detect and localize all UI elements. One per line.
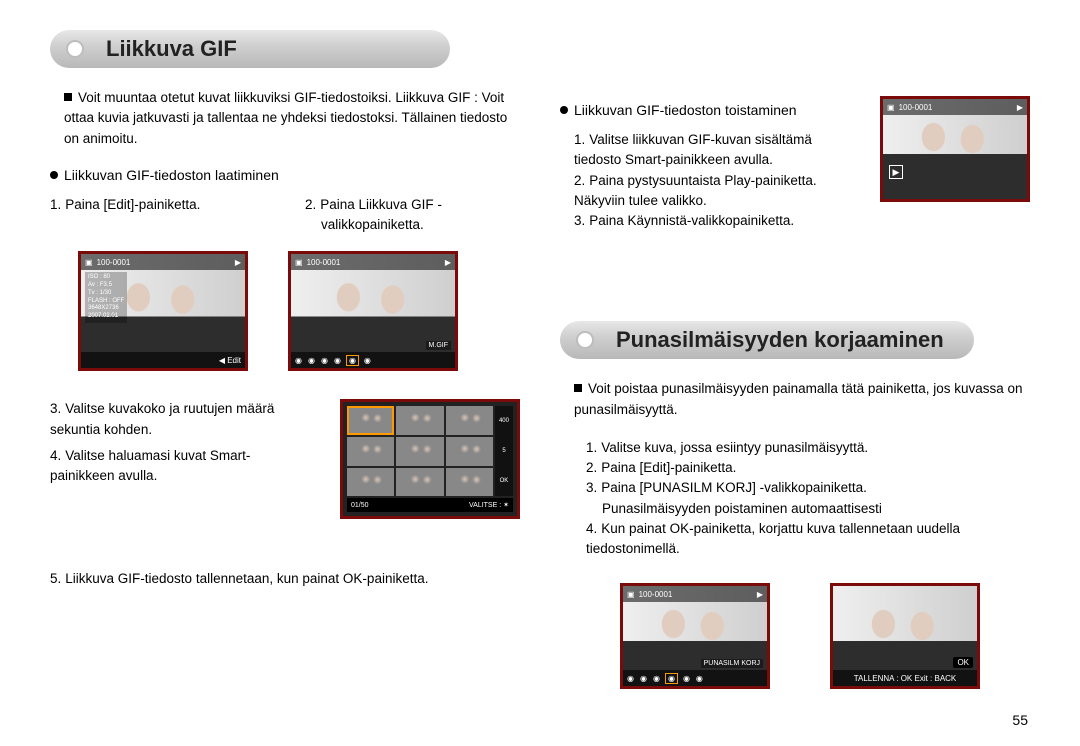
file-label: 100-0001 — [97, 258, 131, 267]
screen-topbar-2: ▣100-0001 ▶ — [291, 254, 455, 270]
thumb-8 — [396, 468, 443, 497]
page-number: 55 — [1012, 712, 1028, 728]
exif-av: Av : F3.5 — [88, 282, 124, 290]
side-mid: 5 — [502, 448, 505, 454]
exif-tv: Tv : 1/30 — [88, 290, 124, 298]
thumb-9 — [446, 468, 493, 497]
step-1-3-text: Valitse kuvakoko ja ruutujen määrä sekun… — [50, 401, 274, 436]
square-bullet-2 — [574, 384, 582, 392]
step-1-4-text: Valitse haluamasi kuvat Smart-painikkeen… — [50, 448, 250, 483]
step-3-2: 2.Paina [Edit]-painiketta. — [586, 458, 1030, 478]
screen-botbar-2: ◉◉◉◉◉◉ — [291, 352, 455, 368]
play-icon: ▶ — [889, 165, 903, 179]
camera-screen-mgif: ▣100-0001 ▶ M.GIF ◉◉◉◉◉◉ — [288, 251, 458, 371]
thumbnail-grid: 400 5 OK 01/50 VALITSE : ✶ — [340, 399, 520, 519]
heading-redeye-text: Punasilmäisyyden korjaaminen — [616, 327, 944, 353]
step-1-3: 3.Valitse kuvakoko ja ruutujen määrä sek… — [50, 399, 310, 440]
heading-gif: Liikkuva GIF — [50, 30, 450, 68]
redeye-bottom-text: TALLENNA : OK Exit : BACK — [837, 674, 973, 683]
intro-paragraph-2: Voit poistaa punasilmäisyyden painamalla… — [574, 379, 1030, 420]
screen-botbar-5: TALLENNA : OK Exit : BACK — [833, 670, 977, 686]
step-1-1-text: Paina [Edit]-painiketta. — [65, 197, 200, 212]
thumb-2 — [396, 406, 443, 435]
camera-screen-redeye-ok: OK TALLENNA : OK Exit : BACK — [830, 583, 980, 689]
side-top: 400 — [499, 418, 509, 424]
camera-screen-play: ▣100-0001 ▶ ▶ — [880, 96, 1030, 202]
edit-tag: Edit — [227, 356, 241, 365]
screen-botbar: ◀ Edit — [81, 352, 245, 368]
exif-flash: FLASH : OFF — [88, 298, 124, 306]
screen-topbar-3: ▣100-0001 ▶ — [883, 99, 1027, 115]
file-label-2: 100-0001 — [307, 258, 341, 267]
thumb-7 — [347, 468, 394, 497]
intro1-text: Voit muuntaa otetut kuvat liikkuviksi GI… — [64, 90, 507, 146]
side-ok: OK — [500, 478, 509, 484]
file-label-4: 100-0001 — [639, 590, 673, 599]
step-1-4: 4.Valitse haluamasi kuvat Smart-painikke… — [50, 446, 310, 487]
thumb-6 — [446, 437, 493, 466]
step-1-5-text: Liikkuva GIF-tiedosto tallennetaan, kun … — [65, 571, 428, 586]
intro2-text: Voit poistaa punasilmäisyyden painamalla… — [574, 381, 1023, 416]
step-1-5: 5.Liikkuva GIF-tiedosto tallennetaan, ku… — [50, 569, 520, 589]
exif-iso: ISO : 80 — [88, 274, 124, 282]
camera-screen-redeye-select: ▣100-0001 ▶ PUNASILM KORJ ◉◉◉◉◉◉ — [620, 583, 770, 689]
thumb-5 — [396, 437, 443, 466]
intro-paragraph-1: Voit muuntaa otetut kuvat liikkuviksi GI… — [64, 88, 520, 149]
step-3-4: 4.Kun painat OK-painiketta, korjattu kuv… — [586, 519, 1030, 560]
step-2-3: 3.Paina Käynnistä-valikkopainiketta. — [574, 211, 860, 231]
step-2-2: 2.Paina pystysuuntaista Play-painiketta.… — [574, 171, 860, 212]
photo-preview-2 — [291, 254, 455, 368]
screen-botbar-4: ◉◉◉◉◉◉ — [623, 670, 767, 686]
screen-topbar: ▣100-0001 ▶ — [81, 254, 245, 270]
heading-gif-text: Liikkuva GIF — [106, 36, 237, 62]
square-bullet — [64, 93, 72, 101]
step-3-3: 3.Paina [PUNASILM KORJ] -valikkopainiket… — [586, 478, 1030, 498]
thumb-3 — [446, 406, 493, 435]
step-1-2-text-a: Paina Liikkuva GIF - — [320, 197, 442, 212]
subhead-play: Liikkuvan GIF-tiedoston toistaminen — [560, 102, 860, 118]
step-1-2b: valikkopainiketta. — [321, 215, 520, 235]
thumb-1 — [347, 406, 394, 435]
step-3-3a-text: Paina [PUNASILM KORJ] -valikkopainiketta… — [601, 480, 867, 495]
exif-res: 3648X2736 — [88, 305, 124, 313]
grid-side: 400 5 OK — [495, 406, 513, 496]
grid-bottom: 01/50 VALITSE : ✶ — [347, 498, 513, 512]
ok-badge: OK — [953, 657, 973, 668]
thumb-4 — [347, 437, 394, 466]
step-2-2-text: Paina pystysuuntaista Play-painiketta. N… — [574, 173, 817, 208]
exif-date: 2007.02.01 — [88, 313, 124, 321]
step-1-1: 1.Paina [Edit]-painiketta. — [50, 195, 265, 215]
screen-topbar-4: ▣100-0001 ▶ — [623, 586, 767, 602]
exif-info: ISO : 80 Av : F3.5 Tv : 1/30 FLASH : OFF… — [85, 272, 127, 323]
file-label-3: 100-0001 — [899, 103, 933, 112]
step-2-3-text: Paina Käynnistä-valikkopainiketta. — [589, 213, 794, 228]
mgif-tag: M.GIF — [426, 341, 451, 350]
grid-select: VALITSE : — [469, 502, 501, 509]
step-3-1-text: Valitse kuva, jossa esiintyy punasilmäis… — [601, 440, 868, 455]
step-1-2: 2.Paina Liikkuva GIF - — [305, 195, 520, 215]
step-2-1: 1.Valitse liikkuvan GIF-kuvan sisältämä … — [574, 130, 860, 171]
step-2-1-text: Valitse liikkuvan GIF-kuvan sisältämä ti… — [574, 132, 812, 167]
subhead-create: Liikkuvan GIF-tiedoston laatiminen — [50, 167, 520, 183]
grid-counter: 01/50 — [351, 502, 369, 509]
step-3-3b: Punasilmäisyyden poistaminen automaattis… — [602, 499, 1030, 519]
redeye-tag: PUNASILM KORJ — [701, 659, 763, 668]
camera-screen-edit: ▣100-0001 ▶ ISO : 80 Av : F3.5 Tv : 1/30… — [78, 251, 248, 371]
step-3-1: 1.Valitse kuva, jossa esiintyy punasilmä… — [586, 438, 1030, 458]
heading-redeye: Punasilmäisyyden korjaaminen — [560, 321, 974, 359]
step-3-2-text: Paina [Edit]-painiketta. — [601, 460, 736, 475]
step-3-4-text: Kun painat OK-painiketta, korjattu kuva … — [586, 521, 960, 556]
